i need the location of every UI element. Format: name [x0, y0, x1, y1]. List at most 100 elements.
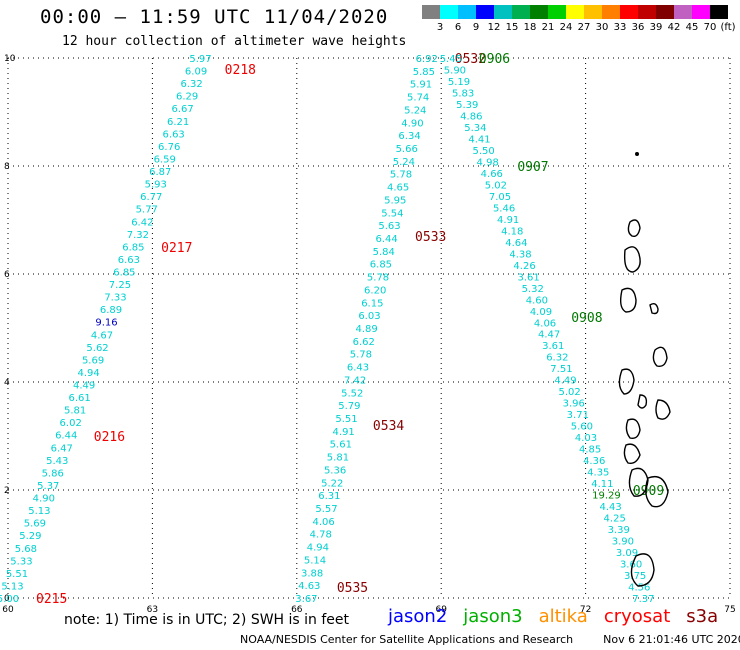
island-outline — [649, 302, 659, 315]
color-scale-label: 27 — [577, 22, 591, 33]
wave-height-label: 6.61 — [69, 393, 91, 404]
wave-height-label: 4.18 — [501, 226, 523, 237]
wave-height-label: 5.81 — [64, 406, 86, 417]
color-swatch — [458, 5, 476, 19]
wave-height-label: 3.88 — [301, 568, 323, 579]
time-label: 0535 — [337, 581, 368, 596]
time-label: 0533 — [415, 230, 446, 245]
wave-height-label: 6.02 — [60, 418, 82, 429]
wave-height-label: 5.22 — [321, 478, 343, 489]
wave-height-label: 5.37 — [37, 481, 59, 492]
wave-height-label: 5.74 — [407, 93, 429, 104]
wave-height-label: 5.78 — [350, 350, 372, 361]
wave-height-label: 4.86 — [460, 111, 482, 122]
x-tick-label: 63 — [147, 605, 158, 615]
wave-height-label: 5.54 — [381, 208, 403, 219]
wave-height-label: 4.94 — [307, 543, 329, 554]
wave-height-label: 5.62 — [86, 343, 108, 354]
wave-height-label: 6.03 — [358, 311, 380, 322]
color-swatch — [512, 5, 530, 19]
color-scale-label: (ft) — [720, 22, 736, 33]
wave-height-label: 5.24 — [393, 157, 415, 168]
color-swatch — [620, 5, 638, 19]
wave-height-label: 5.13 — [28, 506, 50, 517]
wave-height-label: 5.00 — [0, 594, 19, 605]
color-swatch — [494, 5, 512, 19]
wave-height-label: 3.39 — [608, 525, 630, 536]
wave-height-label: 6.32 — [180, 79, 202, 90]
y-tick-label: 2 — [4, 486, 10, 496]
wave-height-label: 4.47 — [538, 330, 560, 341]
wave-height-label: 5.36 — [324, 465, 346, 476]
wave-height-label: 5.78 — [390, 170, 412, 181]
footer-source: NOAA/NESDIS Center for Satellite Applica… — [240, 633, 574, 646]
wave-height-label: 5.39 — [456, 100, 478, 111]
color-scale-label: 21 — [541, 22, 555, 33]
wave-height-label: 4.03 — [575, 433, 597, 444]
color-swatch — [422, 5, 440, 19]
wave-height-label: 5.79 — [338, 401, 360, 412]
wave-height-label: 3.67 — [295, 594, 317, 605]
color-swatch — [548, 5, 566, 19]
color-swatch — [530, 5, 548, 19]
wave-height-label: 4.94 — [77, 368, 99, 379]
wave-height-label: 5.95 — [384, 195, 406, 206]
wave-height-label: 3.90 — [612, 537, 634, 548]
footer-date: Nov 6 21:01:46 UTC 2020 — [603, 633, 740, 646]
time-label: 0218 — [225, 63, 256, 78]
wave-height-label: 9.16 — [95, 318, 117, 329]
wave-height-label: 4.67 — [91, 330, 113, 341]
color-scale-label: 70 — [703, 22, 717, 33]
wave-height-label: 6.85 — [370, 260, 392, 271]
wave-height-label: 4.98 — [477, 157, 499, 168]
color-swatch — [692, 5, 710, 19]
wave-height-label: 7.32 — [127, 230, 149, 241]
wave-height-label: 6.44 — [376, 234, 398, 245]
wave-height-label: 5.33 — [10, 556, 32, 567]
island-outline — [637, 394, 648, 409]
wave-height-label: 5.46 — [493, 203, 515, 214]
legend-s3a: s3a — [686, 606, 719, 627]
color-scale-label: 9 — [472, 22, 480, 33]
wave-height-label: 7.33 — [104, 293, 126, 304]
wave-height-label: 3.61 — [542, 341, 564, 352]
wave-height-label: 5.83 — [452, 88, 474, 99]
color-scale-label: 24 — [559, 22, 573, 33]
wave-height-label: 4.49 — [554, 376, 576, 387]
wave-height-label: 6.85 — [122, 242, 144, 253]
wave-height-label: 6.47 — [51, 443, 73, 454]
wave-height-label: 5.02 — [558, 387, 580, 398]
wave-height-label: 5.51 — [335, 414, 357, 425]
wave-height-label: 5.63 — [378, 221, 400, 232]
wave-height-label: 4.38 — [509, 249, 531, 260]
wave-height-label: 5.02 — [485, 180, 507, 191]
color-swatch — [674, 5, 692, 19]
color-scale-label: 18 — [523, 22, 537, 33]
island-outline — [619, 287, 637, 313]
wave-height-label: 6.63 — [118, 255, 140, 266]
wave-height-label: 4.25 — [604, 514, 626, 525]
wave-height-label: 4.85 — [579, 445, 601, 456]
island-dot — [635, 152, 639, 156]
chart-subtitle: 12 hour collection of altimeter wave hei… — [62, 34, 407, 49]
wave-height-label: 6.76 — [158, 142, 180, 153]
wave-height-label: 5.32 — [522, 284, 544, 295]
color-swatch — [710, 5, 728, 19]
wave-height-label: 4.36 — [583, 456, 605, 467]
color-scale-label: 12 — [487, 22, 501, 33]
wave-height-label: 3.60 — [620, 560, 642, 571]
wave-height-label: 6.44 — [55, 431, 77, 442]
island-outline — [623, 443, 641, 465]
island-outline — [655, 399, 671, 420]
color-scale-label: 30 — [595, 22, 609, 33]
wave-height-label: 5.66 — [396, 144, 418, 155]
y-tick-label: 8 — [4, 162, 10, 172]
wave-height-label: 4.11 — [591, 479, 613, 490]
wave-height-label: 5.85 — [413, 67, 435, 78]
color-swatch — [476, 5, 494, 19]
wave-height-label: 6.87 — [149, 167, 171, 178]
wave-height-label: 4.49 — [73, 381, 95, 392]
x-tick-label: 60 — [2, 605, 14, 615]
island-outline — [652, 346, 668, 368]
